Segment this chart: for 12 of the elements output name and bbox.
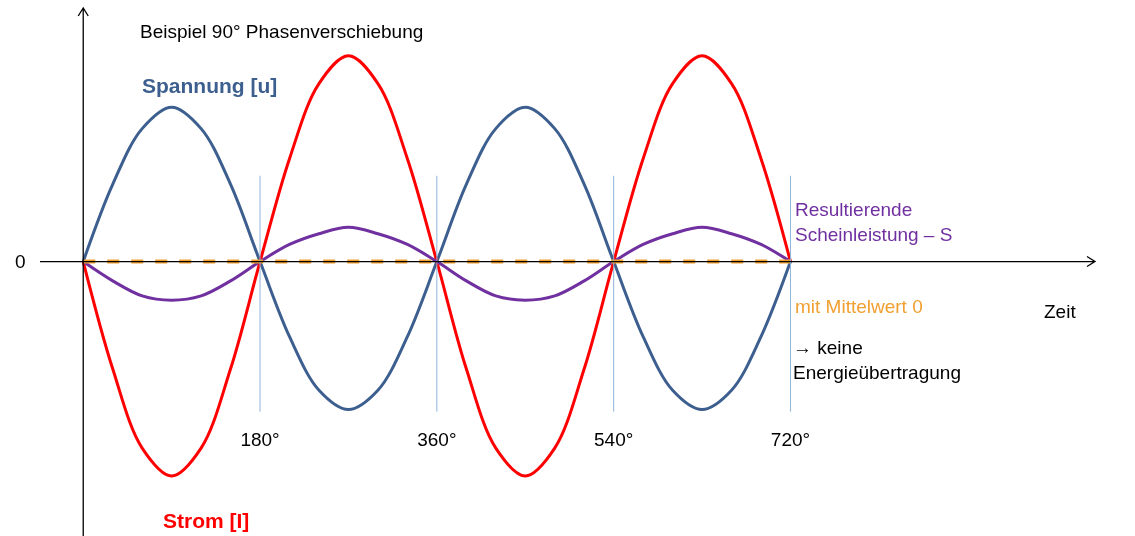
series-label: mit Mittelwert 0 <box>795 296 923 317</box>
x-tick-label: 540° <box>594 429 634 451</box>
text: 0 <box>15 251 26 272</box>
x-tick-label: 180° <box>240 429 280 451</box>
series-label: Resultierende Scheinleistung – S <box>795 199 953 245</box>
chart-title: Beispiel 90° Phasenverschiebung <box>140 21 424 42</box>
annotation: → keine Energieübertragung <box>793 337 961 383</box>
series-label: Spannung [u] <box>142 74 278 97</box>
x-tick-label: 720° <box>770 429 811 451</box>
series-label: Strom [I] <box>163 509 250 532</box>
x-tick-label: 360° <box>417 429 457 451</box>
x-axis-title: Zeit <box>1044 301 1077 322</box>
